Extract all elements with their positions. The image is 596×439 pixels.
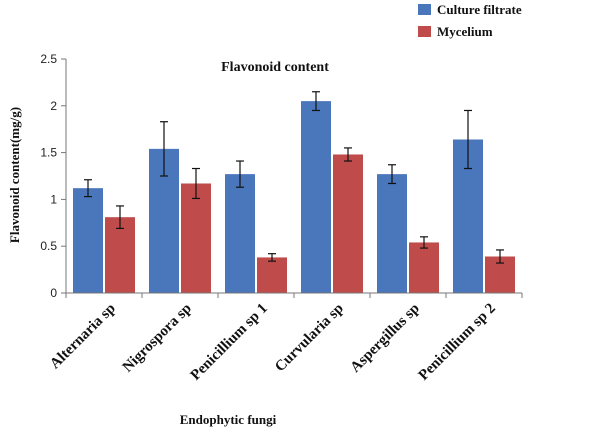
bar-culture-filtrate-4 [377,174,407,293]
error-bar-1-3 [344,147,352,162]
y-tick-label: 1.5 [40,146,57,160]
bar-mycelium-0 [105,217,135,293]
legend-label-0: Culture filtrate [437,2,522,17]
error-bar-1-0 [116,205,124,230]
x-tick-label: Alternaria sp [47,301,119,373]
chart-title: Flavonoid content [221,60,329,75]
y-axis-title: Flavonoid content(mg/g) [7,107,22,243]
y-ticks-group: 0 0.5 1 1.5 2 2.5 [40,52,66,300]
error-bars-group [84,91,504,264]
legend-label-1: Mycelium [437,24,493,39]
bar-culture-filtrate-0 [73,188,103,293]
bars-group [73,101,515,294]
x-tick-label: Aspergillus sp [348,301,423,376]
error-bar-0-3 [312,91,320,112]
error-bar-1-4 [420,236,428,249]
y-tick-label: 0 [50,286,57,300]
legend-swatch-1 [418,26,431,37]
error-bar-1-5 [496,249,504,264]
bar-culture-filtrate-3 [301,101,331,294]
bar-mycelium-1 [181,183,211,293]
x-tick-label: Penicillium sp 2 [416,301,499,384]
y-tick-label: 2 [50,99,57,113]
y-tick-label: 2.5 [40,52,57,66]
x-tick-label: Penicillium sp 1 [188,301,271,384]
legend: Culture filtrate Mycelium [418,2,522,39]
error-bar-0-4 [388,164,396,185]
y-tick-label: 1 [50,192,57,206]
bar-mycelium-4 [409,242,439,293]
x-tick-label: Curvularia sp [272,301,347,376]
error-bar-0-5 [464,109,472,170]
x-axis-title: Endophytic fungi [180,412,277,427]
bar-mycelium-2 [257,257,287,293]
legend-swatch-0 [418,4,431,15]
bar-culture-filtrate-2 [225,174,255,293]
bar-mycelium-3 [333,154,363,293]
error-bar-0-2 [236,160,244,188]
y-tick-label: 0.5 [40,239,57,253]
error-bar-1-1 [192,167,200,200]
error-bar-0-1 [160,121,168,177]
x-tick-label: Nigrospora sp [120,301,195,376]
error-bar-1-2 [268,253,276,262]
error-bar-0-0 [84,179,92,198]
